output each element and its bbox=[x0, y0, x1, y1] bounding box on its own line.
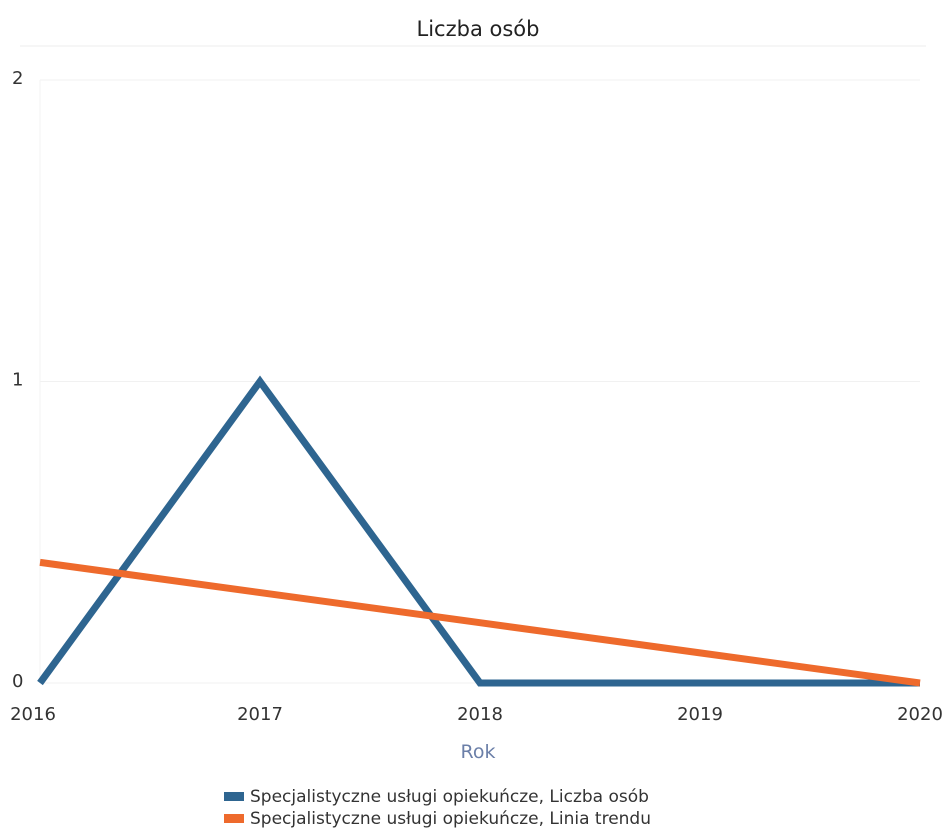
y-tick-label: 0 bbox=[12, 671, 23, 692]
y-axis-ticks: 0 1 2 bbox=[12, 68, 23, 692]
chart-title: Liczba osób bbox=[417, 17, 540, 41]
x-axis-ticks: 2016 2017 2018 2019 2020 bbox=[10, 704, 943, 725]
legend-label-1: Specjalistyczne usługi opiekuńcze, Liczb… bbox=[250, 787, 649, 807]
x-axis-label: Rok bbox=[461, 741, 496, 763]
series-group bbox=[37, 375, 921, 687]
legend-swatch-1 bbox=[224, 792, 244, 801]
x-tick-label: 2019 bbox=[677, 704, 723, 725]
x-tick-label: 2016 bbox=[10, 704, 56, 725]
legend-swatch-2 bbox=[224, 814, 244, 823]
y-tick-label: 1 bbox=[12, 370, 23, 391]
grid bbox=[39, 79, 920, 684]
x-tick-label: 2018 bbox=[457, 704, 503, 725]
x-tick-label: 2017 bbox=[237, 704, 283, 725]
x-tick-label: 2020 bbox=[897, 704, 943, 725]
legend: Specjalistyczne usługi opiekuńcze, Liczb… bbox=[224, 787, 651, 829]
y-tick-label: 2 bbox=[12, 68, 23, 89]
series-line-2 bbox=[39, 558, 921, 687]
series-line-1 bbox=[37, 375, 920, 687]
legend-label-2: Specjalistyczne usługi opiekuńcze, Linia… bbox=[250, 809, 651, 829]
